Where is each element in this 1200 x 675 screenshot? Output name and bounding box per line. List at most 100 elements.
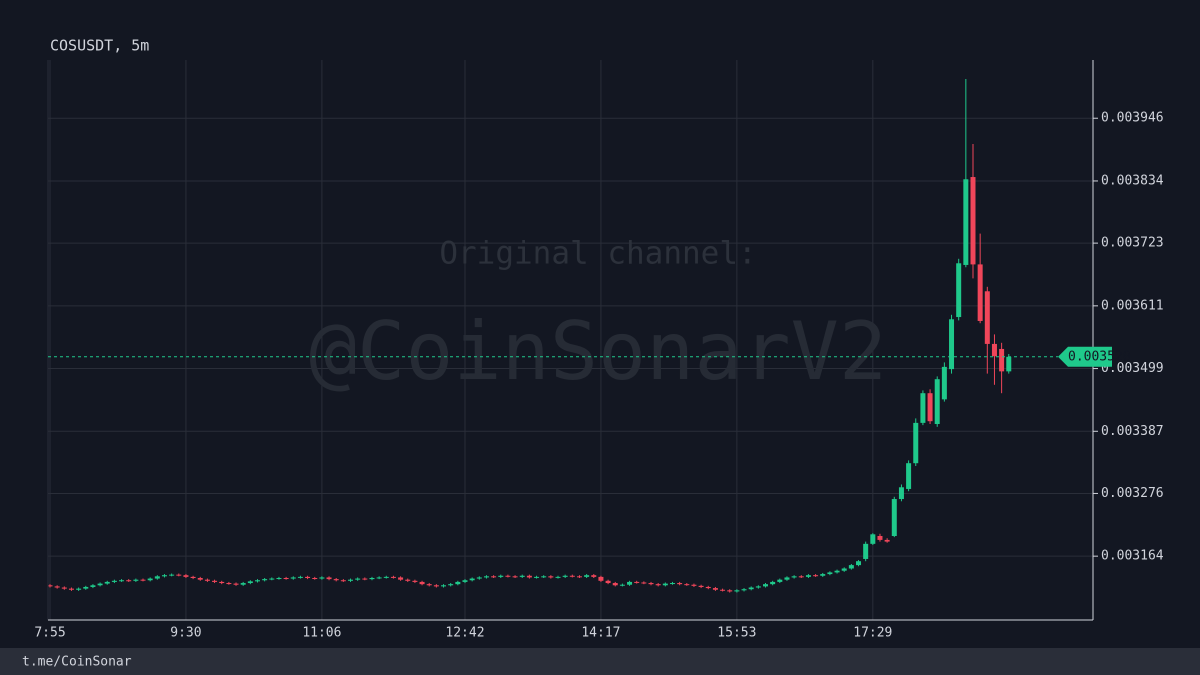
y-tick-label: 0.003834 (1101, 173, 1164, 188)
y-tick-label: 0.003276 (1101, 486, 1164, 501)
candle-body (898, 487, 904, 500)
candle-body (870, 534, 876, 544)
candle-body (555, 576, 561, 578)
candle-body (791, 576, 797, 578)
candle-body (720, 589, 726, 591)
candle-body (348, 579, 354, 581)
candle-body (970, 177, 976, 265)
candle-body (877, 536, 883, 540)
candle-body (290, 577, 296, 579)
candle-body (483, 576, 489, 578)
candle-body (913, 422, 919, 464)
candle-body (748, 587, 754, 590)
candle-body (584, 575, 590, 577)
candle-body (61, 587, 67, 589)
x-tick-label: 14:17 (581, 626, 620, 641)
candle-body (906, 463, 912, 489)
candle-body (362, 578, 368, 580)
watermark-line: Original channel: (439, 236, 756, 272)
candle-body (627, 581, 633, 585)
candle-body (326, 577, 332, 580)
x-tick-label: 7:55 (34, 626, 65, 641)
footer-bar (0, 648, 1200, 675)
candle-body (176, 574, 182, 576)
candle-body (283, 578, 289, 579)
candle-body (805, 575, 811, 577)
candle-body (991, 343, 997, 357)
candle-body (333, 579, 339, 581)
y-tick-label: 0.003723 (1101, 236, 1164, 251)
candle-body (161, 575, 167, 577)
candle-body (169, 574, 175, 576)
candle-body (884, 539, 890, 542)
candle-body (469, 578, 475, 581)
candle-body (190, 576, 196, 578)
y-tick-label: 0.003164 (1101, 549, 1164, 564)
candle-body (512, 576, 518, 578)
candle-body (140, 579, 146, 581)
candle-body (662, 583, 668, 586)
candle-body (498, 575, 504, 577)
candle-body (698, 585, 704, 587)
candle-body (548, 576, 554, 578)
candle-body (562, 575, 568, 577)
candle-body (770, 581, 776, 585)
last-price-badge (1058, 346, 1112, 367)
candle-body (956, 263, 962, 318)
candle-body (355, 578, 361, 580)
candle-body (376, 577, 382, 579)
candle-body (1006, 356, 1012, 372)
candle-body (519, 575, 525, 577)
candle-body (856, 561, 862, 566)
candle-body (433, 585, 439, 587)
candle-body (412, 580, 418, 582)
candle-body (111, 580, 117, 582)
candle-body (262, 579, 268, 581)
candle-body (641, 582, 647, 584)
y-tick-label: 0.003387 (1101, 424, 1164, 439)
candle-body (949, 319, 955, 370)
x-tick-label: 17:29 (853, 626, 892, 641)
watermark-handle: @CoinSonarV2 (309, 305, 887, 398)
candle-body (655, 584, 661, 586)
candle-body (984, 291, 990, 344)
candle-body (534, 576, 540, 578)
candle-body (763, 584, 768, 587)
candle-body (784, 577, 790, 580)
candle-body (927, 393, 933, 422)
candle-body (541, 576, 547, 578)
grid (48, 60, 1093, 620)
candle-body (76, 588, 82, 590)
candle-body (648, 583, 654, 585)
candle-body (405, 579, 411, 581)
candle-body (777, 579, 783, 582)
candle-body (441, 585, 447, 587)
candle-body (827, 572, 833, 575)
candle-body (126, 580, 132, 582)
candle-body (999, 348, 1005, 372)
candle-body (240, 583, 246, 585)
candle-body (133, 579, 139, 581)
candle-body (963, 179, 969, 265)
candle-body (197, 578, 203, 580)
candle-body (319, 577, 325, 579)
candle-body (941, 366, 947, 400)
candle-body (226, 583, 232, 585)
candle-body (398, 577, 404, 580)
x-tick-label: 9:30 (170, 626, 201, 641)
candle-body (677, 583, 683, 585)
candle-body (97, 583, 103, 586)
candle-body (691, 584, 697, 586)
x-tick-label: 12:42 (445, 626, 484, 641)
candle-body (798, 576, 804, 578)
candle-body (920, 393, 926, 423)
candle-body (419, 581, 425, 585)
candle-body (183, 575, 189, 577)
candle-body (734, 590, 740, 592)
candle-body (841, 568, 847, 571)
candle-body (90, 585, 96, 587)
candle-body (83, 586, 89, 589)
footer-text: t.me/CoinSonar (22, 655, 132, 670)
candle-body (619, 584, 625, 586)
candle-body (755, 586, 761, 588)
